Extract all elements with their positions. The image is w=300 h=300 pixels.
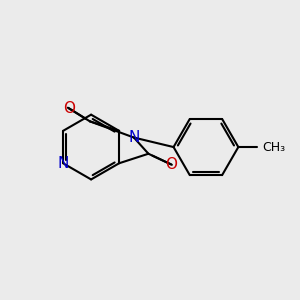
Text: N: N	[57, 156, 69, 171]
Text: O: O	[165, 157, 177, 172]
Text: CH₃: CH₃	[262, 141, 285, 154]
Text: O: O	[63, 101, 75, 116]
Text: N: N	[128, 130, 140, 145]
